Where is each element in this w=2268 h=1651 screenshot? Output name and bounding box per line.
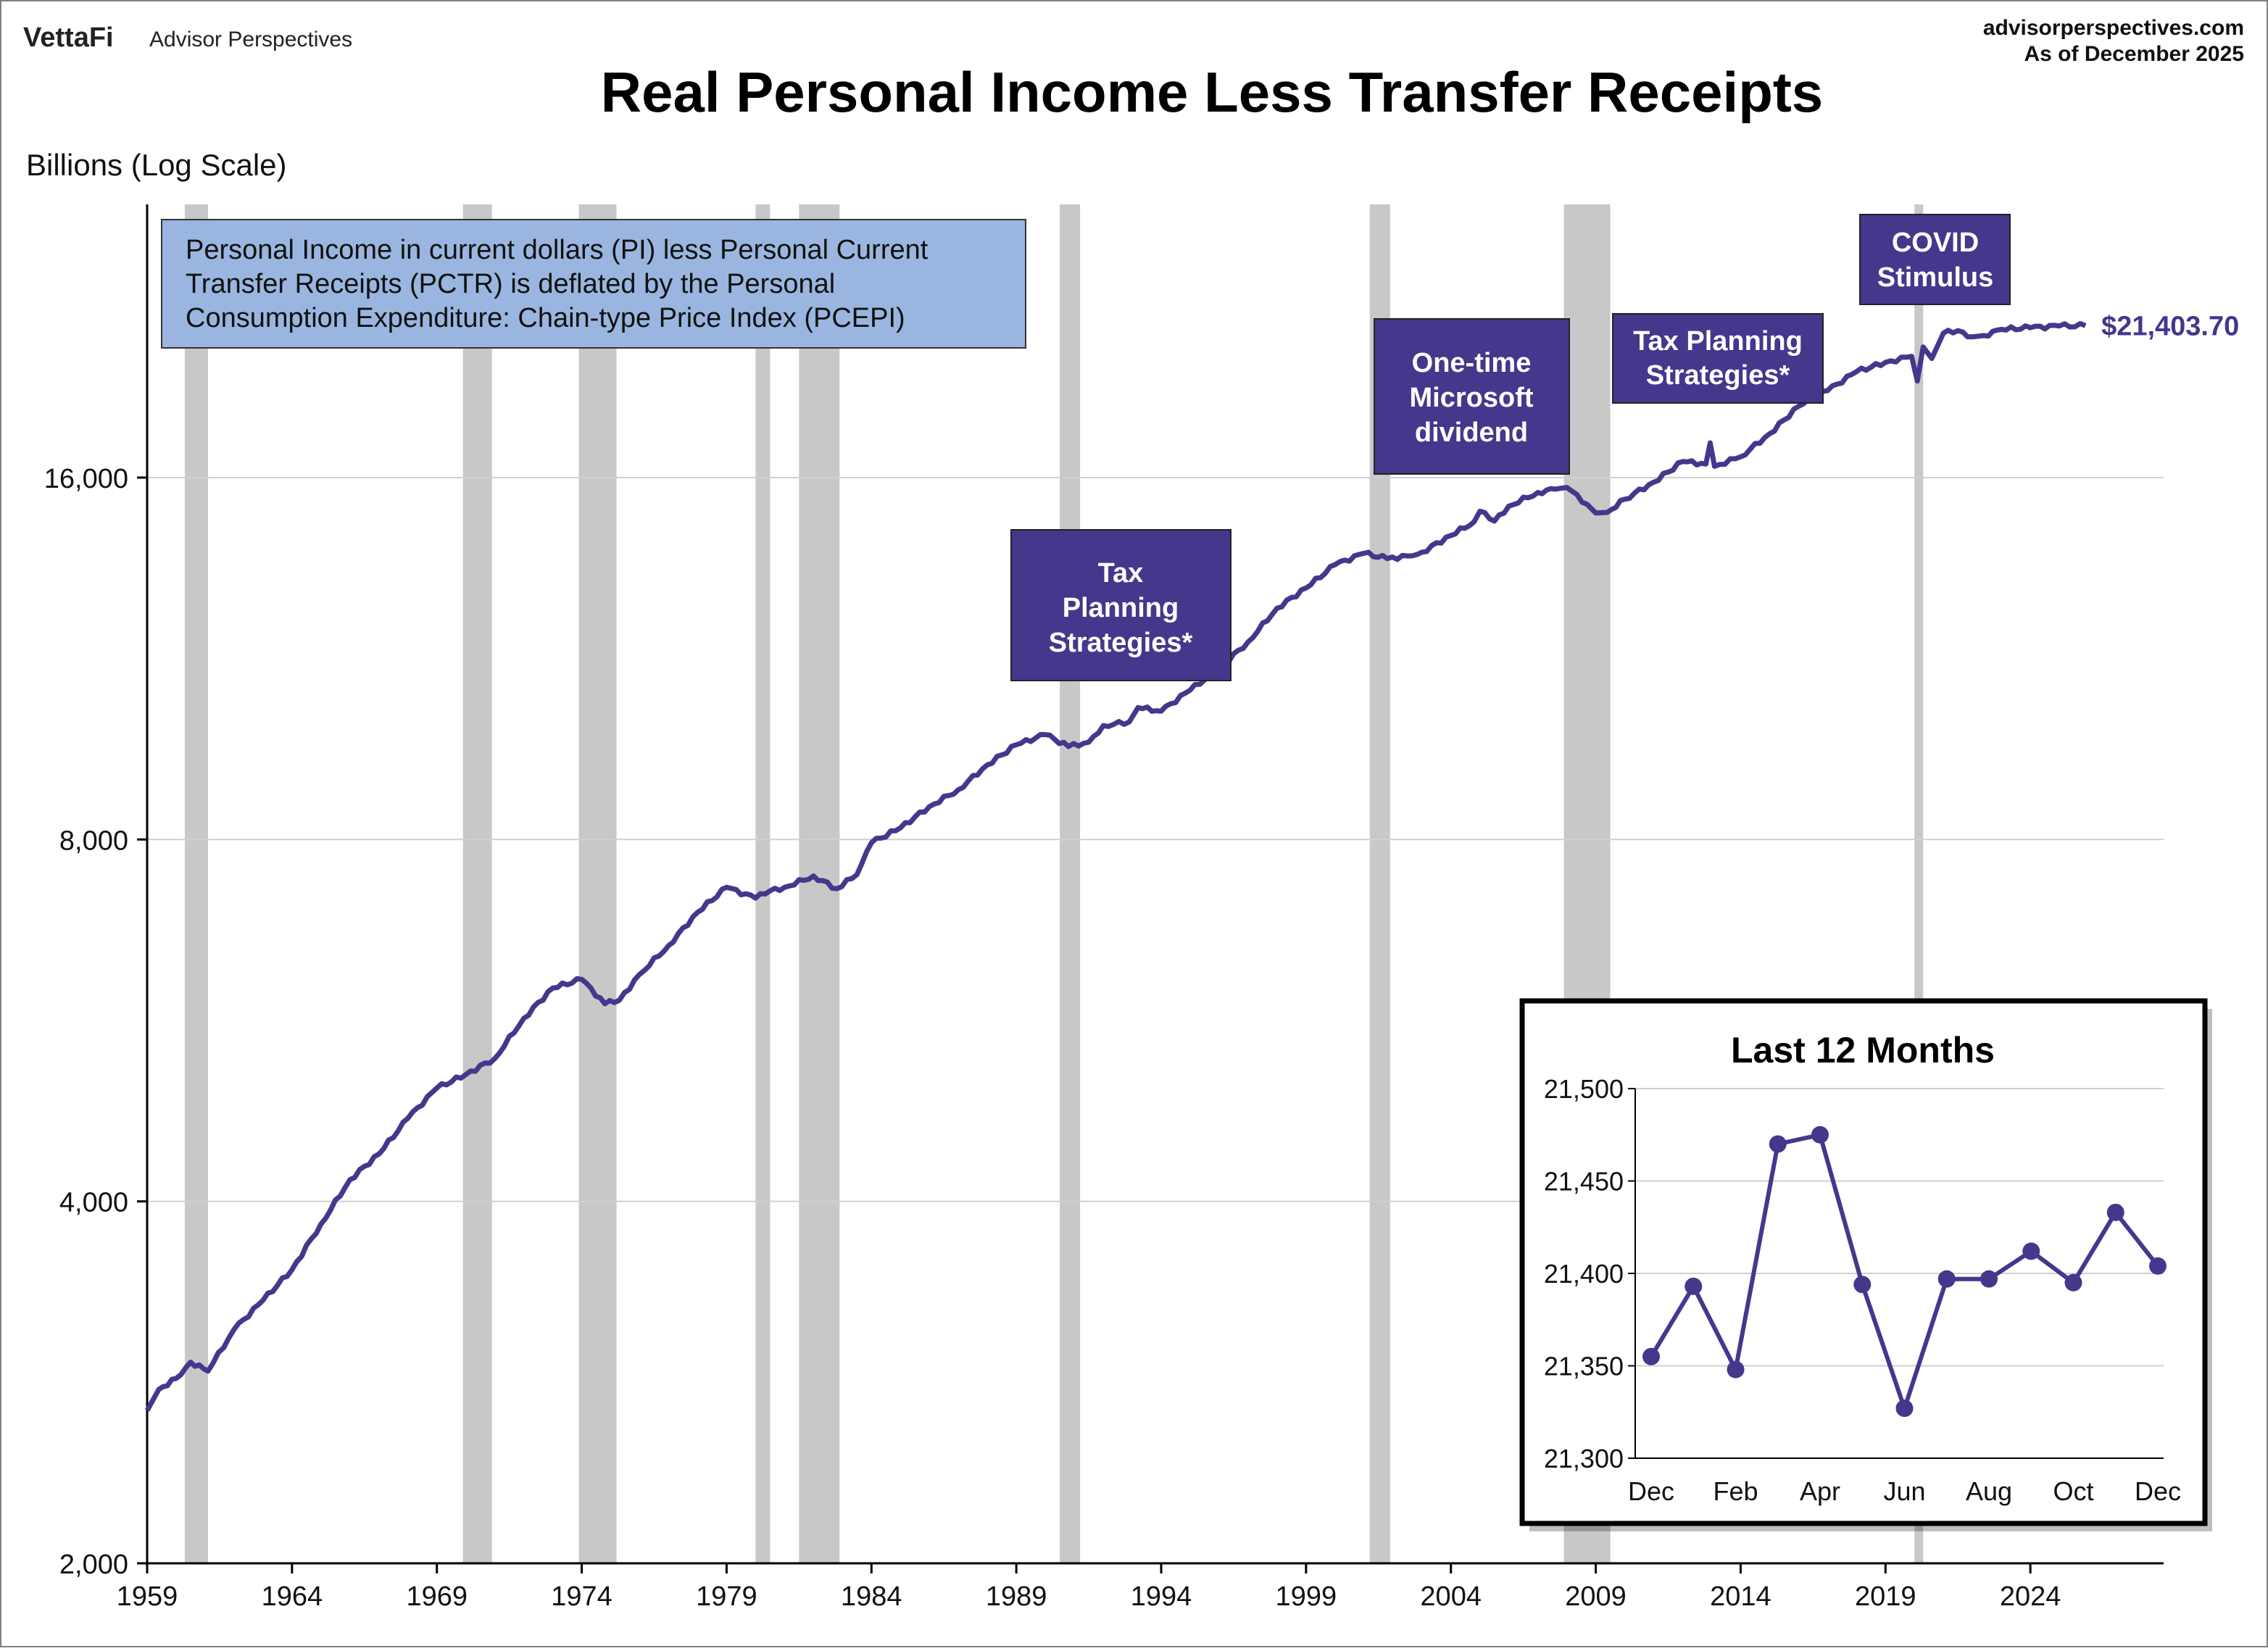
main-x-tick-labels: 1959 1964 1969 1974 1979 1984 1989 1994 1999 2004… <box>117 1581 2061 1612</box>
annotation-text: Microsoft <box>1410 383 1534 413</box>
y-tick-label: 16,000 <box>44 464 128 494</box>
as-of-date: As of December 2025 <box>2024 42 2245 66</box>
x-tick-label: 2004 <box>1420 1581 1482 1612</box>
x-tick-label: 2014 <box>1710 1581 1771 1612</box>
annotation-box <box>1010 529 1231 681</box>
inset-point <box>1769 1135 1787 1153</box>
x-tick-label: 1959 <box>117 1581 178 1612</box>
x-tick-label: 2019 <box>1855 1581 1916 1612</box>
annotation-text: One-time <box>1412 348 1532 378</box>
inset-point <box>1853 1276 1872 1294</box>
main-y-tick-labels: 2,000 4,000 8,000 16,000 <box>44 464 128 1580</box>
inset-last-12-months: Last 12 Months 21,30021,35021,40021,4502… <box>1519 998 2212 1531</box>
annotation-box <box>1374 318 1570 475</box>
inset-x-tick-label: Apr <box>1800 1476 1840 1506</box>
note-line-3: Consumption Expenditure: Chain-type Pric… <box>186 303 905 333</box>
x-tick-label: 1964 <box>262 1581 323 1612</box>
inset-y-tick-label: 21,350 <box>1544 1352 1624 1381</box>
inset-y-tick-label: 21,450 <box>1544 1167 1624 1197</box>
recession-band <box>184 204 208 1563</box>
annotation-text: dividend <box>1415 417 1528 448</box>
inset-y-tick-label: 21,300 <box>1544 1444 1624 1473</box>
inset-y-tick-label: 21,500 <box>1544 1074 1624 1104</box>
inset-x-tick-label: Dec <box>1628 1476 1674 1506</box>
inset-gridlines <box>1628 1088 2164 1459</box>
annotation-tax-planning-2010s: Tax Planning Strategies* <box>1612 313 1824 404</box>
inset-point <box>1937 1270 1956 1288</box>
y-tick-label: 4,000 <box>59 1188 128 1218</box>
x-tick-label: 1999 <box>1276 1581 1337 1612</box>
recession-bands <box>184 204 1924 1563</box>
recession-band <box>462 204 492 1563</box>
recession-band <box>799 204 840 1563</box>
annotation-text: Strategies* <box>1646 360 1790 391</box>
inset-point <box>2022 1242 2040 1260</box>
y-tick-label: 8,000 <box>59 826 128 856</box>
income-series-line <box>144 321 2087 1412</box>
inset-x-tick-label: Feb <box>1713 1476 1758 1506</box>
x-tick-label: 1984 <box>841 1581 902 1612</box>
x-tick-label: 1974 <box>551 1581 612 1612</box>
recession-band <box>1060 204 1081 1563</box>
annotation-covid-stimulus: COVID Stimulus <box>1859 214 2011 305</box>
recession-band <box>755 204 770 1563</box>
inset-y-tick-label: 21,400 <box>1544 1259 1624 1289</box>
inset-point <box>1980 1270 1998 1288</box>
inset-point <box>1685 1277 1703 1295</box>
recession-band <box>1914 204 1924 1563</box>
annotation-box <box>1612 313 1824 404</box>
inset-point <box>2064 1273 2082 1292</box>
inset-markers <box>1642 1126 2167 1418</box>
definition-note-box <box>161 219 1026 349</box>
brand-advisor-perspectives: Advisor Perspectives <box>149 28 352 51</box>
inset-point <box>2106 1203 2124 1221</box>
brand-vettafi: VettaFi <box>23 22 114 53</box>
inset-x-tick-labels: Dec Feb Apr Jun Aug Oct Dec <box>1628 1476 2181 1506</box>
inset-title: Last 12 Months <box>1731 1030 1995 1070</box>
x-tick-label: 1989 <box>986 1581 1047 1612</box>
x-tick-label: 1994 <box>1131 1581 1192 1612</box>
note-line-2: Transfer Receipts (PCTR) is deflated by … <box>186 269 835 299</box>
inset-x-tick-label: Oct <box>2053 1476 2093 1506</box>
inset-y-tick-labels: 21,300 21,350 21,400 21,450 21,500 <box>1544 1074 1624 1473</box>
annotation-text: Planning <box>1063 593 1179 623</box>
chart-title: Real Personal Income Less Transfer Recei… <box>601 60 1823 124</box>
note-line-1: Personal Income in current dollars (PI) … <box>186 235 929 265</box>
x-tick-label: 1969 <box>406 1581 468 1612</box>
inset-x-tick-label: Aug <box>1966 1476 2012 1506</box>
inset-x-tick-label: Dec <box>2135 1476 2181 1506</box>
latest-value-label: $21,403.70 <box>2101 311 2239 341</box>
annotation-text: COVID <box>1892 228 1979 258</box>
annotation-text: Stimulus <box>1877 262 1993 293</box>
recession-band <box>578 204 617 1563</box>
annotation-text: Tax Planning <box>1633 326 1803 357</box>
annotation-microsoft-dividend: One-time Microsoft dividend <box>1374 318 1570 475</box>
x-tick-label: 2024 <box>2000 1581 2061 1612</box>
inset-x-tick-label: Jun <box>1883 1476 1925 1506</box>
annotation-tax-planning-1990s: Tax Planning Strategies* <box>1010 529 1231 681</box>
annotation-text: Strategies* <box>1049 628 1193 658</box>
inset-point <box>2149 1257 2167 1275</box>
inset-point <box>1727 1360 1745 1378</box>
inset-frame <box>1519 998 2208 1526</box>
annotation-box <box>1859 214 2011 305</box>
site-url: advisorperspectives.com <box>1983 16 2244 40</box>
x-tick-label: 1979 <box>696 1581 757 1612</box>
inset-point <box>1895 1400 1914 1418</box>
inset-point <box>1642 1347 1660 1365</box>
y-axis-label: Billions (Log Scale) <box>26 148 287 182</box>
annotation-text: Tax <box>1098 558 1144 589</box>
y-tick-label: 2,000 <box>59 1550 128 1580</box>
x-tick-label: 2009 <box>1565 1581 1627 1612</box>
inset-point <box>1811 1126 1829 1144</box>
